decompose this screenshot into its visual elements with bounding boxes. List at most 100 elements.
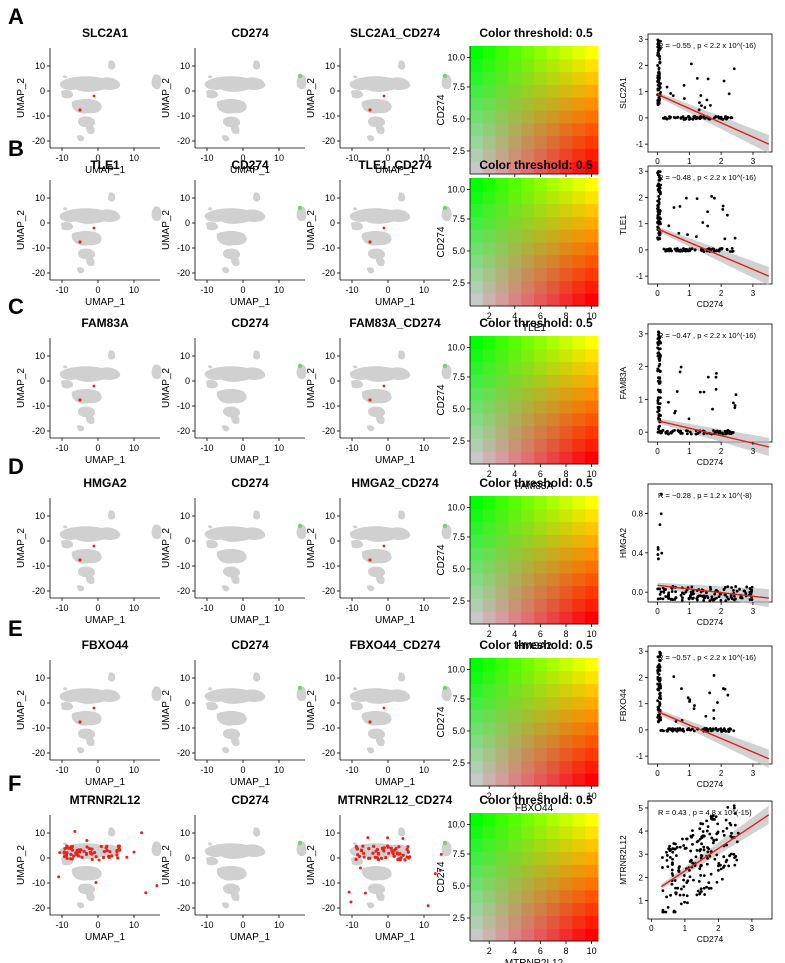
- heatmap-cell: [534, 348, 548, 363]
- scatter-point: [656, 669, 660, 673]
- heatmap-y-tick-label: 7.5: [452, 82, 465, 92]
- umap-cell-cloud: [59, 192, 162, 274]
- gene-spot: [65, 856, 69, 861]
- heatmap-cell: [521, 696, 535, 710]
- scatter-point: [717, 861, 721, 865]
- heatmap-cell: [534, 438, 548, 452]
- heatmap-cell: [470, 425, 484, 439]
- umap-y-label: UMAP_2: [16, 368, 27, 408]
- umap-title: FBXO44: [82, 638, 129, 652]
- umap-clusters: [204, 672, 307, 754]
- scatter-point: [670, 590, 674, 593]
- heatmap-cell: [508, 915, 522, 929]
- panel-letter: A: [8, 4, 24, 29]
- heatmap-cell: [559, 813, 573, 827]
- scatter-point: [713, 196, 716, 200]
- heatmap-cell: [559, 496, 573, 510]
- heatmap-cell: [559, 611, 573, 625]
- umap-title: CD274: [231, 793, 269, 807]
- umap-title: FAM83A_CD274: [349, 316, 441, 330]
- heatmap-cell: [521, 851, 535, 865]
- gene-spot: [389, 846, 393, 850]
- umap-y-label: UMAP_2: [306, 528, 317, 568]
- heatmap-cell: [534, 851, 548, 865]
- heatmap-cell: [534, 190, 548, 205]
- gene-spot: [405, 855, 409, 859]
- heatmap-cell: [508, 161, 522, 175]
- heatmap-cell: [572, 229, 586, 243]
- scatter-point: [658, 357, 662, 361]
- heatmap-cell: [559, 216, 573, 230]
- heatmap-cell: [572, 190, 586, 205]
- scatter-point: [729, 116, 733, 119]
- heatmap-cell: [495, 203, 509, 217]
- scatter-point: [682, 844, 686, 847]
- heatmap-cell: [495, 838, 509, 852]
- heatmap-cell: [521, 760, 535, 774]
- heatmap-cell: [546, 122, 561, 137]
- heatmap-cell: [482, 280, 497, 294]
- heatmap-cell: [521, 348, 535, 363]
- scatter-point: [657, 557, 660, 561]
- heatmap-cell: [546, 928, 561, 942]
- umap-x-tick-label: -10: [200, 153, 213, 163]
- heatmap-cell: [508, 585, 522, 599]
- cd274-spot: [297, 73, 303, 79]
- scatter-point: [693, 704, 696, 707]
- heatmap-cell: [572, 203, 586, 217]
- umap-y-tick-label: -10: [177, 878, 190, 888]
- scatter-point: [687, 727, 691, 731]
- heatmap-cell: [495, 734, 509, 749]
- scatter-y-tick-label: 0.4: [632, 549, 644, 558]
- scatter-point: [703, 106, 707, 109]
- heatmap-cell: [495, 889, 509, 904]
- gene-spot: [403, 858, 407, 862]
- gene-spot: [90, 847, 94, 851]
- heatmap-cell: [559, 928, 573, 942]
- gene-spot: [438, 868, 442, 872]
- scatter-point: [721, 117, 725, 121]
- scatter-point: [710, 836, 714, 840]
- scatter-point: [699, 889, 703, 893]
- heatmap-cell: [559, 203, 573, 217]
- heatmap-cell: [546, 348, 561, 363]
- scatter-y-tick-label: -1: [636, 272, 644, 281]
- heatmap-cell: [508, 110, 522, 124]
- heatmap-cell: [559, 374, 573, 388]
- scatter-point: [658, 593, 662, 596]
- umap-x-tick-label: 0: [240, 285, 245, 295]
- heatmap-cell: [495, 110, 509, 124]
- heatmap-cell: [508, 178, 522, 192]
- heatmap-x-label: FAM83A: [515, 481, 554, 492]
- scatter-point: [667, 224, 671, 228]
- heatmap-cell: [470, 851, 484, 865]
- heatmap-cell: [559, 709, 573, 723]
- heatmap-cell: [585, 658, 599, 672]
- heatmap-cell: [521, 585, 535, 599]
- scatter-point: [656, 173, 660, 177]
- heatmap-cell: [585, 135, 599, 149]
- heatmap-cell: [534, 709, 548, 723]
- umap-x-tick-label: 0: [95, 765, 100, 775]
- heatmap-cell: [559, 915, 573, 929]
- heatmap-cell: [559, 361, 573, 375]
- scatter-x-label: CD274: [697, 299, 724, 309]
- heatmap-cell: [482, 122, 497, 137]
- scatter-point: [690, 835, 694, 839]
- heatmap-cell: [534, 877, 548, 891]
- heatmap-cell: [534, 148, 548, 162]
- scatter-x-label: CD274: [697, 934, 724, 944]
- heatmap-cell: [585, 280, 599, 294]
- heatmap-x-tick-label: 6: [538, 469, 543, 479]
- scatter-point: [733, 812, 737, 815]
- heatmap-cell: [559, 851, 573, 865]
- heatmap-y-tick-label: 5.0: [452, 726, 465, 736]
- heatmap-x-tick-label: 8: [563, 629, 568, 639]
- scatter-point: [699, 248, 703, 252]
- heatmap-cell: [521, 560, 535, 574]
- heatmap-cell: [559, 560, 573, 574]
- heatmap-cell: [585, 496, 599, 510]
- heatmap-cell: [470, 267, 484, 281]
- scatter-point: [691, 842, 694, 846]
